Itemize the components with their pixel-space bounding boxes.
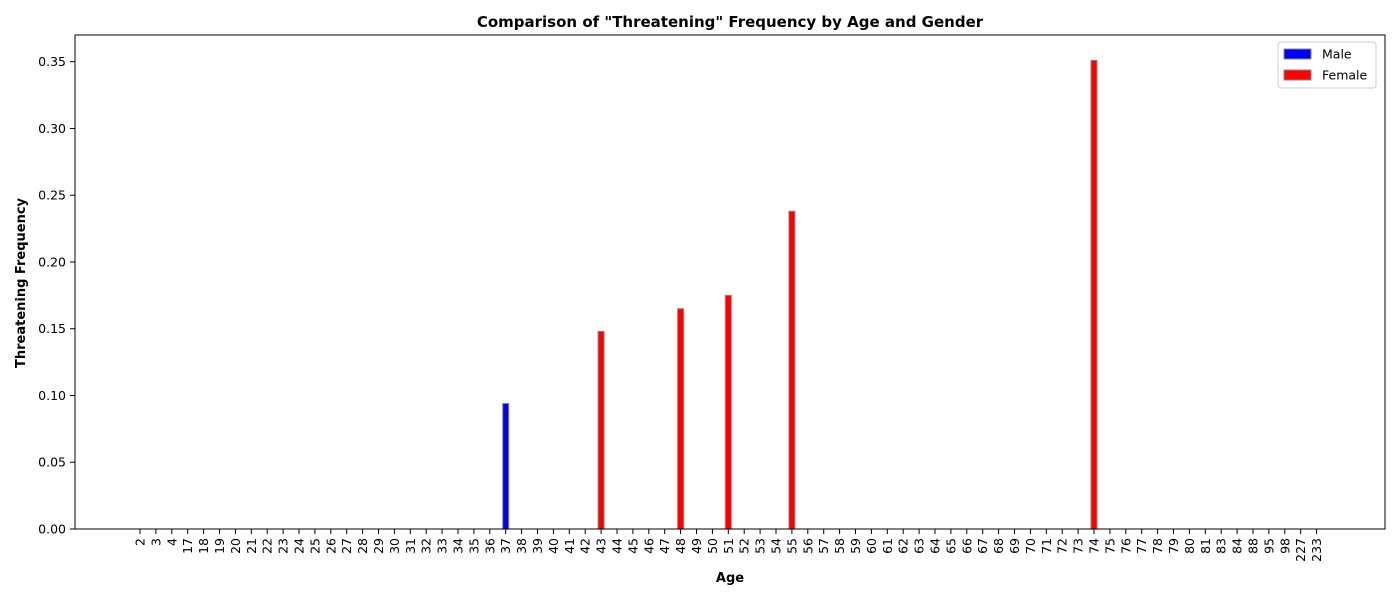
x-tick-label: 45 [625,538,640,554]
x-tick-label: 67 [975,538,990,554]
x-tick-label: 58 [832,538,847,554]
x-tick-label: 52 [737,538,752,554]
legend-label-female: Female [1322,68,1368,83]
bar-female-43 [597,330,605,530]
x-tick-label: 81 [1198,538,1213,554]
x-tick-label: 79 [1166,538,1181,554]
x-tick-label: 44 [610,538,625,554]
y-tick-label: 0.05 [38,455,66,470]
x-tick-label: 51 [721,538,736,554]
x-tick-label: 35 [466,538,481,554]
x-tick-label: 56 [800,538,815,554]
x-tick-label: 21 [244,538,259,554]
y-tick-label: 0.35 [38,54,66,69]
x-tick-label: 38 [514,538,529,554]
x-tick-label: 2 [133,538,148,546]
x-tick-label: 33 [435,538,450,554]
x-tick-label: 48 [673,538,688,554]
x-tick-label: 25 [307,538,322,554]
x-tick-label: 54 [769,538,784,554]
plot-area-frame [74,34,1386,530]
x-tick-label: 71 [1039,538,1054,554]
x-tick-label: 4 [164,538,179,546]
x-tick-label: 3 [148,538,163,546]
y-tick-label: 0.10 [38,388,66,403]
x-tick-label: 22 [260,538,275,554]
x-tick-label: 32 [419,538,434,554]
x-tick-label: 23 [276,538,291,554]
x-tick-label: 70 [1023,538,1038,554]
x-tick-label: 40 [546,538,561,554]
x-tick-label: 28 [355,538,370,554]
x-tick-label: 64 [928,538,943,554]
y-tick-label: 0.20 [38,254,66,269]
chart-title: Comparison of "Threatening" Frequency by… [477,13,984,31]
bar-female-48 [677,308,685,530]
x-tick-label: 60 [864,538,879,554]
x-tick-label: 19 [212,538,227,554]
y-tick-label: 0.30 [38,121,66,136]
x-tick-label: 50 [705,538,720,554]
x-tick-label: 34 [451,538,466,554]
x-tick-label: 77 [1134,538,1149,554]
bar-female-74 [1090,59,1098,530]
x-tick-label: 55 [784,538,799,554]
x-tick-label: 80 [1182,538,1197,554]
x-tick-label: 88 [1246,538,1261,554]
x-tick-label: 233 [1309,538,1324,562]
x-tick-label: 62 [896,538,911,554]
x-tick-label: 69 [1007,538,1022,554]
x-tick-label: 42 [578,538,593,554]
x-tick-label: 74 [1087,538,1102,554]
bar-male-37 [502,402,510,530]
x-tick-label: 17 [180,538,195,554]
x-tick-label: 36 [482,538,497,554]
legend-swatch-female [1283,69,1312,81]
x-tick-label: 37 [498,538,513,554]
x-tick-label: 18 [196,538,211,554]
x-tick-label: 59 [848,538,863,554]
x-tick-label: 76 [1118,538,1133,554]
x-tick-label: 227 [1293,538,1308,562]
x-tick-label: 27 [339,538,354,554]
x-tick-label: 30 [387,538,402,554]
x-tick-label: 53 [753,538,768,554]
x-tick-label: 98 [1277,538,1292,554]
x-tick-label: 83 [1214,538,1229,554]
y-axis-label: Threatening Frequency [14,197,29,368]
x-tick-label: 43 [594,538,609,554]
x-tick-label: 72 [1055,538,1070,554]
x-tick-label: 63 [912,538,927,554]
x-tick-label: 24 [292,538,307,554]
x-tick-label: 65 [943,538,958,554]
x-tick-label: 95 [1261,538,1276,554]
bar-female-55 [788,210,796,530]
x-tick-label: 47 [657,538,672,554]
x-tick-label: 57 [816,538,831,554]
x-tick-label: 66 [959,538,974,554]
y-tick-label: 0.00 [38,522,66,537]
x-tick-label: 73 [1071,538,1086,554]
x-tick-label: 31 [403,538,418,554]
x-tick-label: 39 [530,538,545,554]
x-tick-label: 29 [371,538,386,554]
x-tick-label: 26 [323,538,338,554]
x-tick-label: 75 [1102,538,1117,554]
x-tick-label: 84 [1230,538,1245,554]
bar-female-51 [724,294,732,530]
y-tick-label: 0.15 [38,321,66,336]
legend-swatch-male [1283,48,1312,60]
x-tick-label: 78 [1150,538,1165,554]
x-tick-label: 61 [880,538,895,554]
x-tick-label: 68 [991,538,1006,554]
x-tick-label: 46 [641,538,656,554]
legend-label-male: Male [1322,47,1352,62]
x-tick-label: 41 [562,538,577,554]
legend: Male Female [1277,41,1377,89]
x-axis-label: Age [716,571,744,586]
y-tick-label: 0.25 [38,188,66,203]
x-tick-label: 20 [228,538,243,554]
x-tick-label: 49 [689,538,704,554]
